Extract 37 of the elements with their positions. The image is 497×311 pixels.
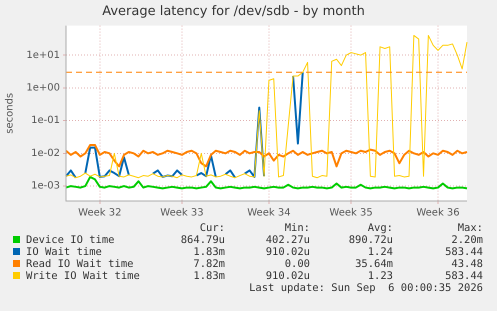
- y-axis-title: seconds: [4, 92, 16, 134]
- legend-label: Read IO Wait time: [26, 258, 134, 270]
- text: 1.83m: [193, 246, 225, 258]
- legend-label: Device IO time: [26, 234, 115, 246]
- text: 864.79u: [180, 234, 225, 246]
- chart-title: Average latency for /dev/sdb - by month: [102, 4, 365, 20]
- y-tick-label: 1e+00: [26, 82, 60, 94]
- x-tick-label: Week 36: [416, 208, 460, 219]
- text: 910.02u: [266, 246, 310, 258]
- text: 402.27u: [266, 234, 310, 246]
- legend-label: Write IO Wait time: [26, 270, 140, 282]
- text: 583.44: [445, 270, 483, 282]
- text: 583.44: [445, 246, 483, 258]
- x-tick-label: Week 34: [247, 208, 291, 219]
- text: 1.24: [368, 246, 393, 258]
- text: Last update: Sun Sep 6 00:00:35 2026: [249, 282, 483, 294]
- text: 0.00: [284, 258, 310, 270]
- text: Max:: [458, 222, 483, 234]
- text: Min:: [284, 222, 310, 234]
- x-tick-label: Week 35: [329, 208, 373, 219]
- y-tick-label: 1e-03: [31, 180, 60, 192]
- text: 7.82m: [193, 258, 225, 270]
- text: Cur:: [200, 222, 225, 234]
- text: 35.64m: [355, 258, 393, 270]
- x-tick-label: Week 33: [160, 208, 204, 219]
- text: 1.23: [368, 270, 393, 282]
- text: 910.02u: [266, 270, 310, 282]
- text: 2.20m: [451, 234, 483, 246]
- text: Avg:: [368, 222, 393, 234]
- text: 890.72u: [348, 234, 393, 246]
- y-tick-label: 1e+01: [26, 50, 60, 61]
- text: 43.48: [451, 258, 483, 270]
- y-tick-label: 1e-01: [31, 115, 60, 126]
- y-tick-label: 1e-02: [31, 148, 60, 159]
- text: 1.83m: [193, 270, 225, 282]
- legend-label: IO Wait time: [26, 246, 102, 258]
- x-tick-label: Week 32: [78, 208, 122, 219]
